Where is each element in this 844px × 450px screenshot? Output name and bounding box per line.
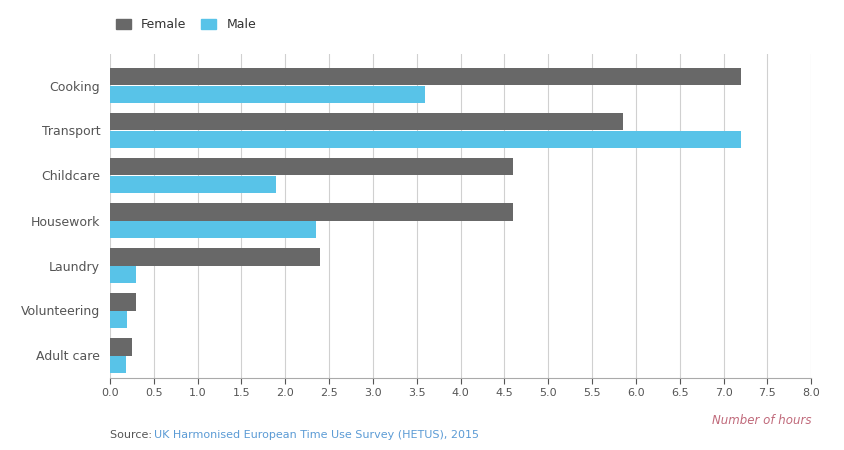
Text: Source:: Source: — [110, 430, 155, 440]
Bar — [110, 310, 127, 328]
Bar — [110, 248, 320, 266]
Bar — [110, 176, 276, 193]
Bar — [110, 266, 136, 283]
Bar — [110, 86, 425, 103]
Text: Number of hours: Number of hours — [711, 414, 810, 427]
Bar — [110, 68, 740, 86]
Bar — [110, 203, 512, 220]
Bar — [110, 113, 622, 130]
Bar — [110, 130, 740, 148]
Text: UK Harmonised European Time Use Survey (HETUS), 2015: UK Harmonised European Time Use Survey (… — [154, 430, 479, 440]
Bar — [110, 293, 136, 310]
Bar — [110, 338, 132, 356]
Bar — [110, 158, 512, 176]
Legend: Female, Male: Female, Male — [116, 18, 256, 31]
Bar — [110, 356, 126, 373]
Bar — [110, 220, 316, 238]
